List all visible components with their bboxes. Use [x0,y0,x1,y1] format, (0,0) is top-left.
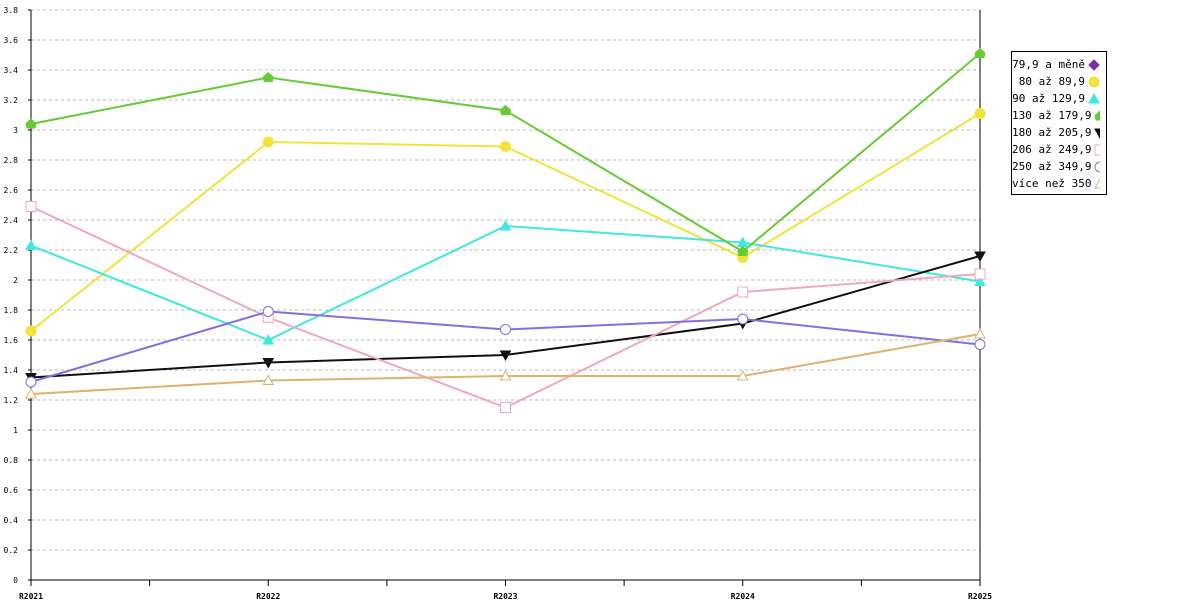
x-tick-label: R2022 [256,592,280,600]
data-point [499,219,512,231]
data-point [499,369,512,381]
legend-item: více než 350 [1012,175,1106,192]
data-point [974,108,986,119]
legend-marker-icon [1094,178,1100,188]
data-point [499,104,512,115]
y-tick-label: 0.2 [4,546,19,555]
data-point [262,333,275,345]
y-tick-label: 3.2 [4,96,19,105]
legend-item: 79,9 a měně [1012,56,1106,73]
data-point [262,136,274,148]
data-point [737,313,749,325]
legend-label: 206 až 249,9 [1012,143,1092,156]
legend-label: 79,9 a měně [1012,58,1085,71]
y-tick-label: 3 [13,126,18,135]
data-point [736,369,749,381]
legend-label: 130 až 179,9 [1012,109,1092,122]
data-point [262,71,274,82]
data-point [974,268,986,280]
y-tick-label: 2 [13,276,18,285]
data-point [974,327,986,339]
y-tick-label: 2.6 [4,186,19,195]
y-tick-label: 3.6 [4,36,19,45]
legend-marker [1088,92,1100,103]
data-point [25,325,37,337]
data-point [262,306,274,317]
legend-label: více než 350 [1012,177,1092,190]
data-point [25,201,37,212]
legend-label: 180 až 205,9 [1012,126,1092,139]
legend-marker [1088,58,1100,71]
y-tick-label: 3.4 [4,66,19,75]
legend-marker [1088,76,1100,87]
y-tick-label: 2.2 [4,246,19,255]
y-tick-label: 0.6 [4,486,19,495]
y-tick-label: 1.2 [4,396,19,405]
legend-marker-icon [1088,76,1100,87]
x-tick-label: R2021 [19,592,43,600]
y-tick-label: 3.8 [4,6,19,15]
series-line [30,224,981,342]
data-point [25,118,37,129]
legend-marker [1094,178,1100,188]
legend-item: 90 až 129,9 [1012,90,1106,107]
legend: 79,9 a měně 80 až 89,9 90 až 129,9 130 až 1… [1011,51,1107,195]
y-tick-label: 1 [13,426,18,435]
legend-marker [1094,110,1100,120]
legend-marker-icon [1088,92,1100,103]
data-point [500,141,511,152]
legend-marker [1094,144,1100,155]
x-tick-label: R2024 [731,592,755,600]
legend-item: 250 až 349,9 [1012,158,1106,175]
legend-label: 250 až 349,9 [1012,160,1092,173]
data-point [737,245,749,256]
data-point [974,275,986,286]
x-tick-label: R2025 [968,592,992,600]
legend-label: 90 až 129,9 [1012,92,1085,105]
legend-item: 206 až 249,9 [1012,141,1106,158]
legend-marker [1094,161,1100,172]
y-tick-label: 2.4 [4,216,19,225]
legend-marker-icon [1094,128,1100,138]
y-tick-label: 2.8 [4,156,19,165]
series-line [30,333,981,395]
y-tick-label: 0.4 [4,516,19,525]
legend-marker-icon [1094,144,1100,155]
data-point [25,387,37,399]
legend-item: 180 až 205,9 [1012,124,1106,141]
legend-label: 80 až 89,9 [1018,75,1085,88]
data-point [974,251,986,263]
legend-marker-icon [1088,58,1100,71]
legend-item: 80 až 89,9 [1012,73,1106,90]
y-tick-label: 1.6 [4,336,19,345]
y-tick-label: 0.8 [4,456,19,465]
y-tick-label: 1.8 [4,306,19,315]
data-point [262,374,275,385]
data-point [737,286,749,298]
y-tick-label: 1.4 [4,366,19,375]
data-point [974,339,986,350]
legend-marker [1094,128,1100,138]
legend-marker-icon [1094,110,1100,120]
data-point [500,324,511,335]
data-point [262,358,275,369]
data-point [974,47,986,58]
data-point [25,239,37,250]
data-point [25,376,37,388]
legend-marker-icon [1094,161,1100,172]
x-tick-label: R2023 [493,592,517,600]
data-point [500,402,511,413]
data-point [499,350,512,362]
legend-item: 130 až 179,9 [1012,107,1106,124]
y-tick-label: 0 [13,576,18,585]
